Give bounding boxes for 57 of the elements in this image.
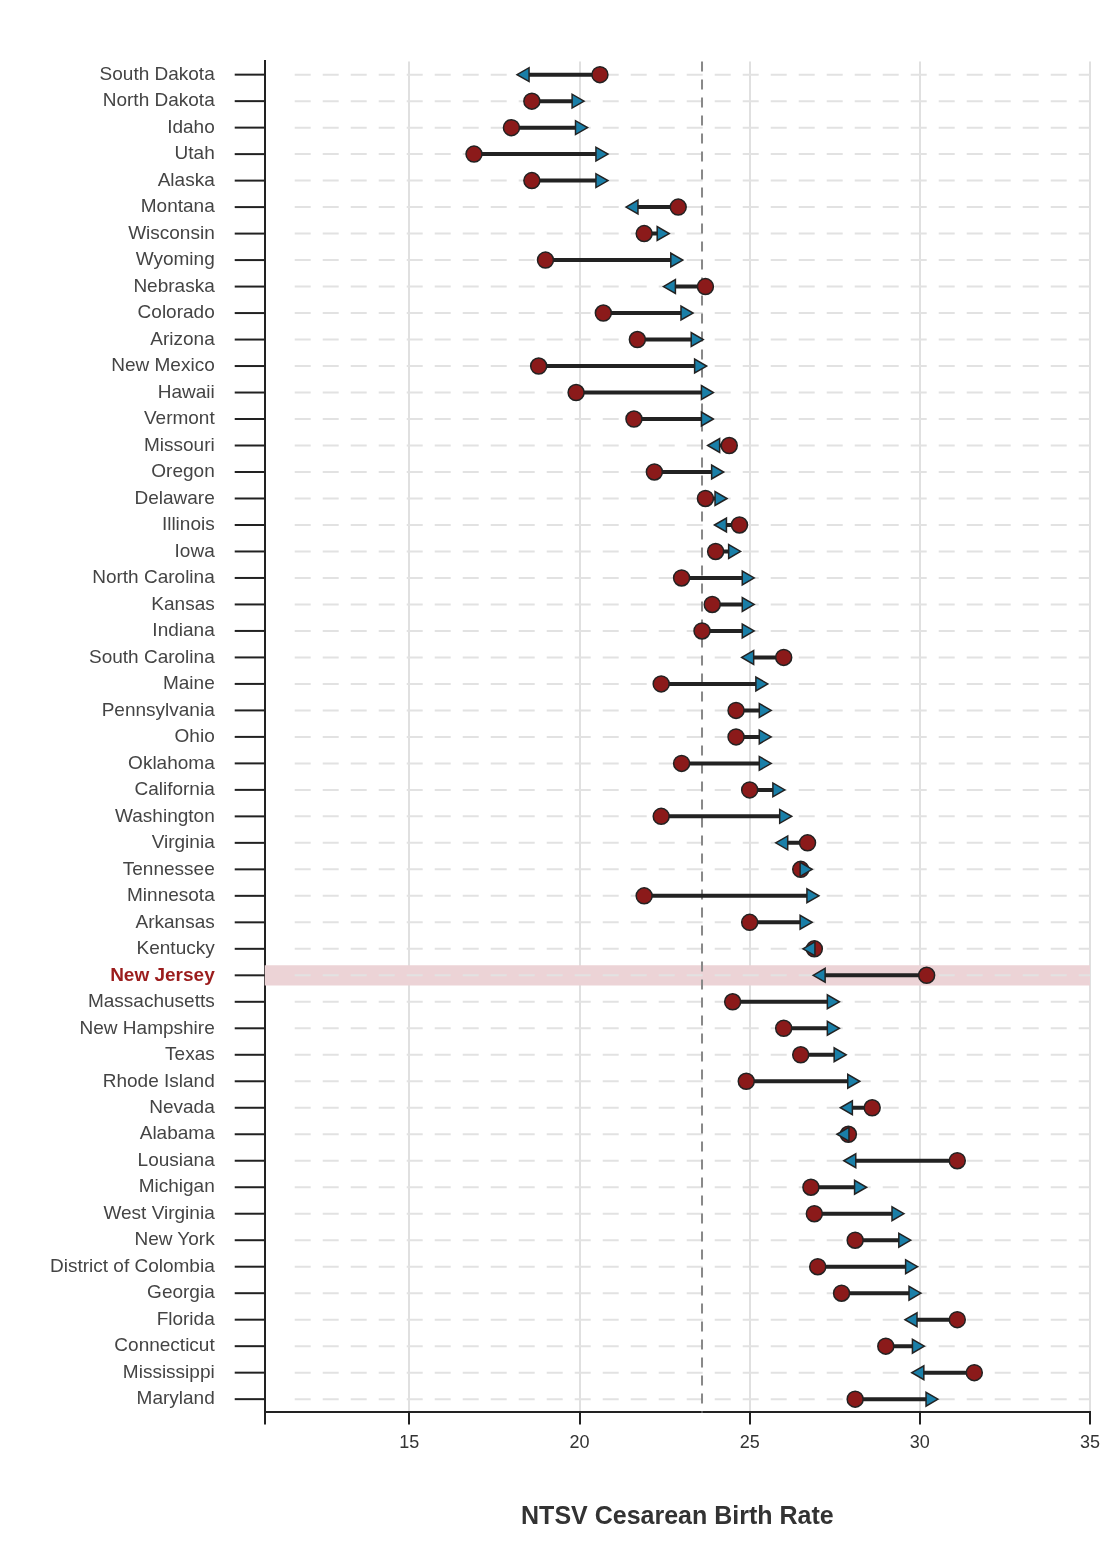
y-tick-label: Florida	[156, 1307, 216, 1329]
y-tick-label: New Jersey	[110, 963, 216, 985]
y-tick-label: Oklahoma	[128, 751, 216, 773]
y-tick-label: Illinois	[161, 513, 215, 535]
x-tick-label: 25	[739, 1432, 760, 1453]
x-axis-title: NTSV Cesarean Birth Rate	[521, 1500, 834, 1529]
y-tick-label: Lousiana	[137, 1148, 216, 1170]
y-tick-label: District of Colombia	[49, 1254, 216, 1276]
y-tick-label: Maine	[162, 672, 215, 694]
y-tick-label: Hawaii	[157, 380, 215, 402]
y-tick-label: Virginia	[151, 831, 216, 853]
y-tick-label: Oregon	[151, 460, 215, 482]
y-tick-label: Maryland	[136, 1387, 215, 1409]
y-tick-label: Georgia	[147, 1281, 216, 1303]
y-tick-label: Vermont	[143, 407, 216, 429]
y-tick-label: Delaware	[134, 486, 215, 508]
y-tick-label: Connecticut	[114, 1334, 216, 1356]
y-tick-label: Alabama	[139, 1122, 216, 1144]
y-tick-label: Colorado	[137, 301, 215, 323]
y-tick-label: New York	[134, 1228, 216, 1250]
y-tick-label: Tennessee	[122, 857, 215, 879]
y-tick-label: Kentucky	[136, 937, 216, 959]
y-tick-label: Iowa	[174, 539, 216, 561]
y-tick-label: Michigan	[138, 1175, 215, 1197]
y-tick-label: West Virginia	[103, 1201, 216, 1223]
y-tick-label: New Hampshire	[79, 1016, 215, 1038]
y-tick-label: Massachusetts	[87, 990, 215, 1012]
y-tick-label: Texas	[165, 1043, 215, 1065]
y-tick-label: Rhode Island	[102, 1069, 215, 1091]
x-tick-label: 15	[399, 1432, 420, 1453]
y-tick-label: South Carolina	[89, 645, 216, 667]
y-tick-label: Wisconsin	[128, 221, 215, 243]
y-tick-label: Indiana	[152, 619, 216, 641]
y-tick-label: Washington	[115, 804, 215, 826]
y-tick-label: Mississippi	[122, 1360, 215, 1382]
y-tick-label: Utah	[174, 142, 215, 164]
y-tick-label: Minnesota	[127, 884, 216, 906]
y-tick-label: Kansas	[151, 592, 215, 614]
x-tick-label: 30	[909, 1432, 930, 1453]
y-tick-label: Arkansas	[135, 910, 215, 932]
y-tick-label: Montana	[140, 195, 216, 217]
y-tick-label: South Dakota	[99, 62, 216, 84]
y-tick-label: Ohio	[174, 725, 215, 747]
y-tick-label: Idaho	[167, 115, 215, 137]
x-tick-label: 20	[569, 1432, 590, 1453]
y-tick-label: Nevada	[149, 1096, 216, 1117]
y-tick-label: New Mexico	[111, 354, 215, 376]
y-tick-label: North Carolina	[92, 566, 216, 588]
y-tick-label: Alaska	[157, 168, 216, 190]
y-tick-label: North Dakota	[102, 89, 216, 111]
y-tick-label: Arizona	[150, 327, 216, 349]
y-tick-label: Pennsylvania	[101, 698, 216, 720]
y-tick-label: Nebraska	[133, 274, 216, 296]
y-tick-label: Wyoming	[135, 248, 215, 270]
y-tick-label: Missouri	[143, 433, 215, 455]
x-tick-label: 35	[1079, 1432, 1100, 1453]
y-tick-label: California	[134, 778, 216, 800]
